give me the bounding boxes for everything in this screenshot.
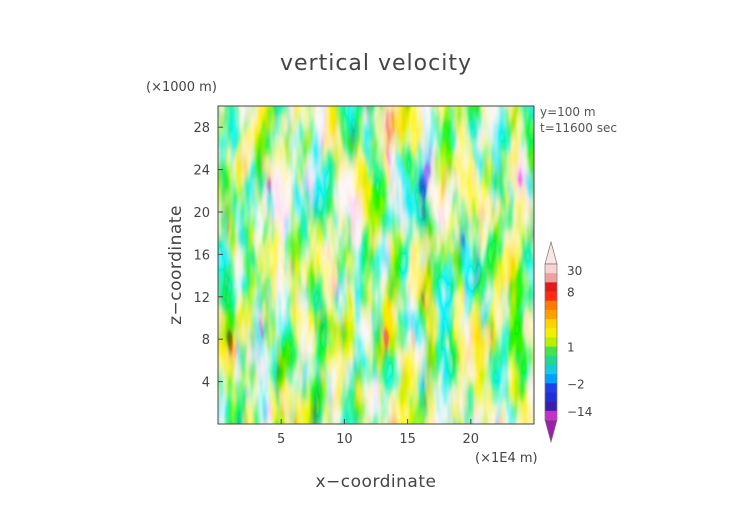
y-tick-label: 28: [193, 121, 210, 136]
colorbar-segment: [545, 401, 557, 412]
x-axis-ticks: 5 10 15 20: [277, 419, 479, 447]
annotation-y-level: y=100 m: [540, 105, 596, 119]
x-axis-unit: (×1E4 m): [475, 451, 538, 466]
x-axis-label: x−coordinate: [316, 472, 437, 492]
y-tick-label: 24: [193, 164, 210, 179]
colorbar-label: 1: [567, 341, 575, 355]
colorbar-segment: [545, 282, 557, 292]
colorbar-top-arrow: [544, 240, 558, 265]
colorbar-segment: [545, 337, 557, 347]
colorbar: [544, 240, 558, 444]
colorbar-segment: [545, 392, 557, 402]
colorbar-segment: [545, 410, 557, 421]
colorbar-labels: 30 8 1 −2 −14: [567, 264, 592, 419]
x-tick-label: 20: [463, 432, 480, 447]
chart-title: vertical velocity: [280, 51, 472, 76]
colorbar-label: 8: [567, 286, 575, 300]
colorbar-segment: [545, 355, 557, 366]
y-axis-unit: (×1000 m): [146, 80, 217, 95]
x-tick-label: 10: [336, 432, 353, 447]
plot-frame: [217, 105, 535, 425]
colorbar-segment: [545, 328, 557, 338]
colorbar-bottom-arrow: [544, 419, 558, 444]
colorbar-label: 30: [567, 264, 582, 278]
colorbar-segment: [545, 346, 557, 357]
x-tick-label: 15: [399, 432, 416, 447]
y-axis-label: z−coordinate: [166, 205, 186, 325]
colorbar-segment: [545, 374, 557, 384]
y-tick-label: 20: [193, 206, 210, 221]
colorbar-segment: [545, 309, 557, 320]
y-tick-label: 16: [193, 248, 210, 263]
colorbar-label: −14: [567, 405, 592, 419]
colorbar-segment: [545, 300, 557, 311]
y-axis-ticks: 4 8 12 16 20 24 28: [193, 121, 223, 391]
colorbar-segment: [545, 291, 557, 302]
plot-area: [217, 105, 535, 425]
colorbar-segment: [545, 364, 557, 375]
heatmap-field: [218, 106, 534, 424]
y-tick-label: 8: [202, 333, 210, 348]
colorbar-segment: [545, 264, 557, 274]
colorbar-segment: [545, 383, 557, 393]
annotation-time: t=11600 sec: [540, 121, 617, 135]
y-tick-label: 4: [202, 376, 210, 391]
y-tick-label: 12: [193, 291, 210, 306]
x-tick-label: 5: [277, 432, 285, 447]
colorbar-label: −2: [567, 377, 585, 391]
colorbar-segment: [545, 319, 557, 329]
colorbar-segment: [545, 273, 557, 283]
